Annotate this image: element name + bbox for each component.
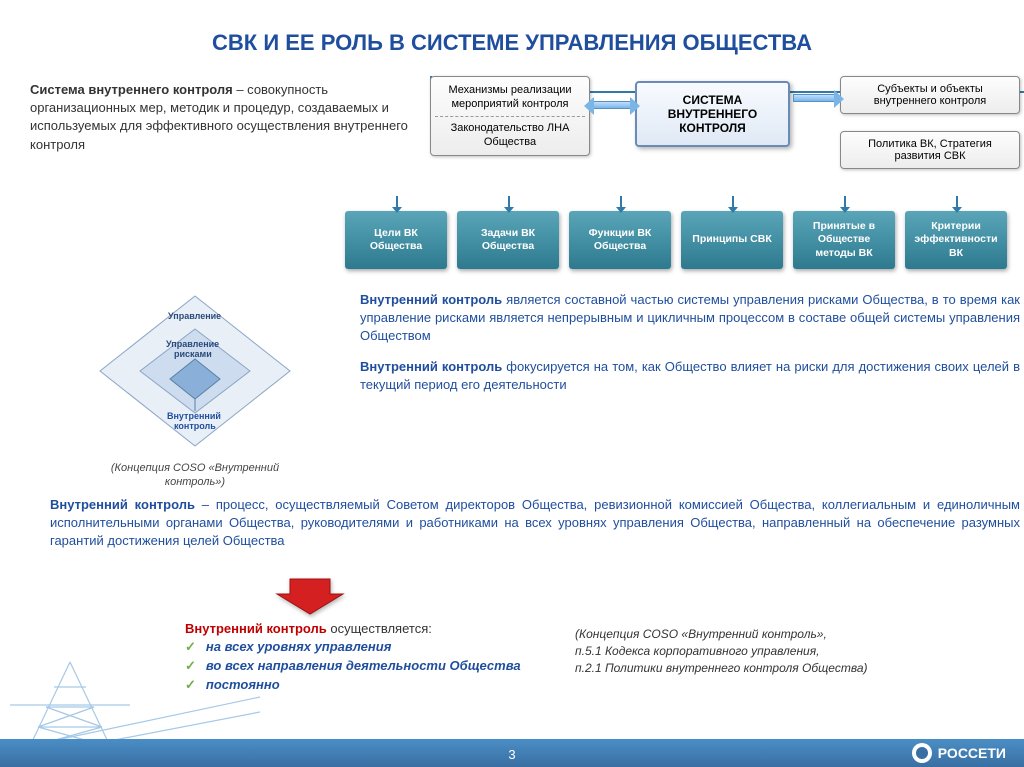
brand-name: РОССЕТИ [938,745,1006,761]
check-item: на всех уровнях управления [185,639,521,655]
box-policy: Политика ВК, Стратегия развития СВК [840,131,1020,169]
paragraph-2: Внутренний контроль фокусируется на том,… [360,358,1020,394]
coso-diamond-diagram: Управление Управление рисками Внутренний… [90,291,300,471]
teal-box: Принятые в Обществе методы ВК [793,211,895,269]
diamond-l1: Управление [168,311,221,321]
box-mech-line1: Механизмы реализации мероприятий контрол… [435,83,585,112]
arrow-right-icon [793,94,835,102]
page-number: 3 [0,747,1024,762]
checklist-title-red: Внутренний контроль [185,621,327,636]
box-main-system: СИСТЕМА ВНУТРЕННЕГО КОНТРОЛЯ [635,81,790,147]
paragraph-3: Внутренний контроль – процесс, осуществл… [50,496,1020,551]
paragraph-1: Внутренний контроль является составной ч… [360,291,1020,346]
arrow-bidir-icon [593,101,631,109]
footer: 3 РОССЕТИ [0,697,1024,767]
definition-text: Система внутреннего контроля – совокупно… [30,81,415,154]
teal-box: Задачи ВК Общества [457,211,559,269]
brand-logo: РОССЕТИ [912,743,1006,763]
page-title: СВК И ЕЕ РОЛЬ В СИСТЕМЕ УПРАВЛЕНИЯ ОБЩЕС… [30,30,994,56]
svg-text:рисками: рисками [174,349,212,359]
teal-boxes-row: Цели ВК Общества Задачи ВК Общества Функ… [345,211,1007,269]
teal-box: Критерии эффективности ВК [905,211,1007,269]
ref-line: (Концепция COSO «Внутренний контроль», [575,626,868,643]
box-subjects: Субъекты и объекты внутреннего контроля [840,76,1020,114]
diamond-l2: Управление [166,339,219,349]
teal-box: Цели ВК Общества [345,211,447,269]
ref-line: п.5.1 Кодекса корпоративного управления, [575,643,868,660]
references: (Концепция COSO «Внутренний контроль», п… [575,626,868,676]
red-down-arrow-icon [275,576,345,621]
box-mechanisms: Механизмы реализации мероприятий контрол… [430,76,590,156]
checklist-title-rest: осуществляется: [327,621,432,636]
ref-line: п.2.1 Политики внутреннего контроля Обще… [575,660,868,677]
coso-caption: (Концепция COSO «Внутренний контроль») [90,461,300,490]
teal-box: Функции ВК Общества [569,211,671,269]
definition-bold: Система внутреннего контроля [30,82,233,97]
logo-icon [912,743,932,763]
teal-box: Принципы СВК [681,211,783,269]
svg-text:контроль: контроль [174,421,216,431]
box-mech-line2: Законодательство ЛНА Общества [435,121,585,150]
diamond-l3: Внутренний [167,411,221,421]
top-diagram: Механизмы реализации мероприятий контрол… [430,76,1024,93]
